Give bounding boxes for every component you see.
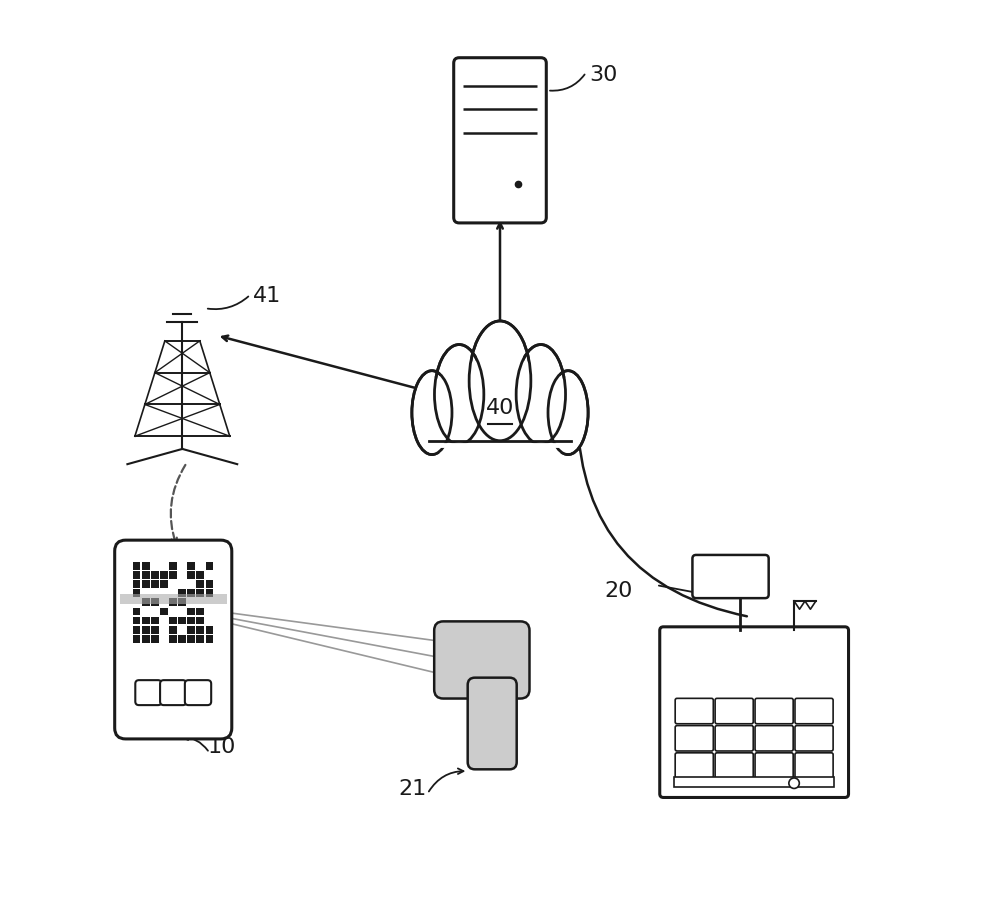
Bar [151, 572, 159, 579]
Bar [160, 607, 168, 616]
Bar [169, 598, 177, 606]
Bar [142, 572, 150, 579]
FancyBboxPatch shape [795, 698, 833, 724]
Bar [142, 626, 150, 634]
Ellipse shape [412, 371, 452, 454]
Bar [133, 580, 140, 588]
Bar [142, 562, 150, 570]
FancyBboxPatch shape [795, 753, 833, 779]
Text: 41: 41 [253, 287, 281, 307]
Bar [674, 778, 834, 787]
Bar [187, 607, 195, 616]
Bar [133, 562, 140, 570]
Text: 10: 10 [208, 736, 236, 757]
FancyBboxPatch shape [434, 621, 529, 699]
Bar [196, 580, 204, 588]
Ellipse shape [474, 330, 526, 431]
Bar [132, 562, 214, 643]
Text: 40: 40 [486, 398, 514, 418]
Bar [151, 616, 159, 625]
Bar [160, 572, 168, 579]
Text: 30: 30 [589, 65, 617, 85]
Text: 20: 20 [604, 582, 633, 602]
Bar [196, 616, 204, 625]
FancyBboxPatch shape [160, 681, 186, 705]
Bar [169, 616, 177, 625]
Bar [169, 572, 177, 579]
Ellipse shape [434, 344, 484, 444]
Bar [133, 616, 140, 625]
FancyBboxPatch shape [675, 725, 713, 751]
Bar [196, 607, 204, 616]
Bar [178, 616, 186, 625]
FancyBboxPatch shape [185, 681, 211, 705]
Bar [187, 589, 195, 597]
Bar [187, 562, 195, 570]
Bar [133, 626, 140, 634]
FancyBboxPatch shape [692, 555, 769, 598]
FancyBboxPatch shape [755, 725, 793, 751]
FancyBboxPatch shape [795, 725, 833, 751]
FancyBboxPatch shape [454, 58, 546, 223]
FancyBboxPatch shape [135, 681, 162, 705]
FancyBboxPatch shape [468, 678, 517, 769]
Bar [151, 626, 159, 634]
FancyBboxPatch shape [715, 725, 753, 751]
Ellipse shape [415, 377, 449, 448]
Bar [206, 626, 213, 634]
Ellipse shape [551, 377, 585, 448]
Bar [169, 626, 177, 634]
Ellipse shape [516, 344, 566, 444]
Bar [196, 626, 204, 634]
FancyBboxPatch shape [115, 540, 232, 739]
Bar [133, 589, 140, 597]
Bar [142, 580, 150, 588]
Bar [206, 562, 213, 570]
Polygon shape [475, 685, 509, 690]
FancyBboxPatch shape [675, 698, 713, 724]
Bar [187, 626, 195, 634]
FancyBboxPatch shape [755, 753, 793, 779]
Bar [196, 572, 204, 579]
Bar [429, 398, 571, 453]
Bar [187, 616, 195, 625]
Bar [206, 580, 213, 588]
Bar [187, 635, 195, 643]
Bar [142, 635, 150, 643]
FancyBboxPatch shape [675, 753, 713, 779]
Bar [151, 635, 159, 643]
Bar [133, 607, 140, 616]
Bar [133, 572, 140, 579]
Bar [151, 598, 159, 606]
Bar [196, 589, 204, 597]
Bar [206, 635, 213, 643]
Bar [178, 589, 186, 597]
Bar [142, 616, 150, 625]
Ellipse shape [520, 352, 562, 437]
Bar [151, 580, 159, 588]
Ellipse shape [469, 321, 531, 441]
Bar [169, 562, 177, 570]
FancyBboxPatch shape [755, 698, 793, 724]
Bar [426, 388, 574, 443]
Bar [178, 635, 186, 643]
Bar [160, 580, 168, 588]
Bar [133, 635, 140, 643]
Bar [169, 635, 177, 643]
Bar [178, 598, 186, 606]
FancyBboxPatch shape [715, 698, 753, 724]
Circle shape [789, 778, 799, 789]
Bar [187, 572, 195, 579]
Bar [142, 598, 150, 606]
Ellipse shape [438, 352, 480, 437]
Text: 21: 21 [398, 780, 427, 800]
Bar [120, 594, 227, 604]
Bar [206, 589, 213, 597]
FancyBboxPatch shape [715, 753, 753, 779]
FancyBboxPatch shape [660, 627, 849, 798]
Bar [196, 635, 204, 643]
Ellipse shape [548, 371, 588, 454]
